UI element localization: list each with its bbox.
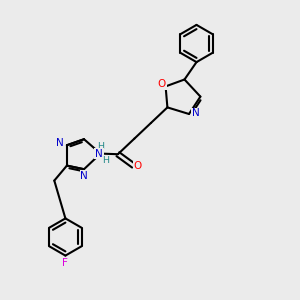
Text: O: O bbox=[158, 79, 166, 89]
Text: O: O bbox=[134, 161, 142, 172]
Text: N: N bbox=[192, 108, 200, 118]
Text: F: F bbox=[62, 258, 68, 268]
Text: N: N bbox=[80, 171, 88, 181]
Text: N: N bbox=[56, 138, 64, 148]
Text: N: N bbox=[95, 148, 103, 159]
Text: H: H bbox=[102, 156, 110, 165]
Text: H: H bbox=[97, 142, 104, 152]
